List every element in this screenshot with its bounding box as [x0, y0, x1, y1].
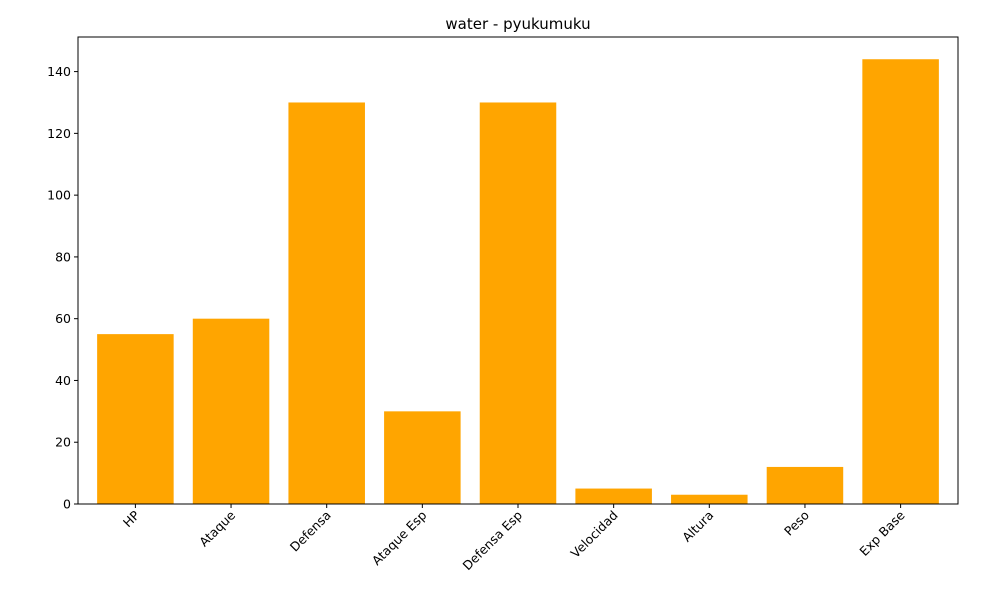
x-tick-label: Peso	[781, 508, 812, 539]
x-axis: HP Ataque Defensa Ataque Esp Defensa Esp Velo…	[120, 504, 908, 573]
bar-ataque-esp	[384, 411, 461, 504]
y-tick-label: 40	[55, 373, 71, 388]
x-tick-label: Ataque Esp	[369, 507, 430, 568]
x-tick-label: Altura	[679, 508, 716, 545]
bar-defensa	[288, 102, 365, 505]
y-tick-label: 0	[63, 497, 71, 512]
x-tick-label: Ataque	[196, 507, 238, 549]
y-axis: 0 20 40 60 80 100 120 140	[47, 64, 78, 512]
x-tick-label: Exp Base	[856, 507, 908, 559]
y-tick-label: 100	[47, 188, 71, 203]
x-tick-label: Velocidad	[568, 508, 621, 561]
bar-velocidad	[575, 488, 652, 504]
bar-defensa-esp	[479, 102, 557, 505]
x-tick-label: Defensa Esp	[459, 507, 525, 573]
y-tick-label: 140	[47, 64, 71, 79]
y-tick-label: 80	[55, 249, 71, 264]
y-tick-label: 60	[55, 311, 71, 326]
bar-altura	[671, 494, 748, 504]
bar-exp-base	[862, 59, 939, 504]
plot-frame	[77, 36, 959, 505]
y-tick-label: 120	[47, 126, 71, 141]
x-tick-label: Defensa	[287, 508, 334, 555]
y-tick-label: 20	[55, 435, 71, 450]
bars-group	[97, 59, 939, 505]
bar-hp	[97, 334, 174, 504]
x-tick-label: HP	[120, 507, 143, 530]
chart-title: water - pyukumuku	[445, 15, 590, 33]
bar-peso	[766, 466, 844, 504]
bar-ataque	[192, 318, 270, 504]
